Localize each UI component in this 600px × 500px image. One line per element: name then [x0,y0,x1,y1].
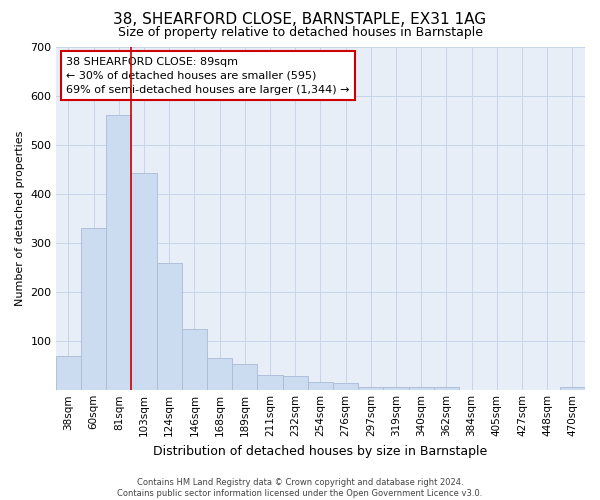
Text: 38 SHEARFORD CLOSE: 89sqm
← 30% of detached houses are smaller (595)
69% of semi: 38 SHEARFORD CLOSE: 89sqm ← 30% of detac… [67,57,350,95]
Bar [257,375,283,390]
Text: Size of property relative to detached houses in Barnstaple: Size of property relative to detached ho… [118,26,482,39]
Bar [207,358,232,390]
Bar [182,328,207,390]
Text: 38, SHEARFORD CLOSE, BARNSTAPLE, EX31 1AG: 38, SHEARFORD CLOSE, BARNSTAPLE, EX31 1A… [113,12,487,28]
Bar [81,228,106,390]
Bar [56,356,81,390]
Bar [283,376,308,390]
Bar [434,388,459,390]
Bar [157,264,182,390]
Bar [383,388,409,390]
Y-axis label: Number of detached properties: Number of detached properties [15,130,25,306]
Bar [358,388,383,390]
Bar [106,115,131,390]
Bar [409,388,434,390]
Text: Contains HM Land Registry data © Crown copyright and database right 2024.
Contai: Contains HM Land Registry data © Crown c… [118,478,482,498]
Bar [232,364,257,390]
Bar [131,172,157,390]
Bar [560,388,585,390]
Bar [333,384,358,390]
Bar [308,382,333,390]
X-axis label: Distribution of detached houses by size in Barnstaple: Distribution of detached houses by size … [153,444,488,458]
